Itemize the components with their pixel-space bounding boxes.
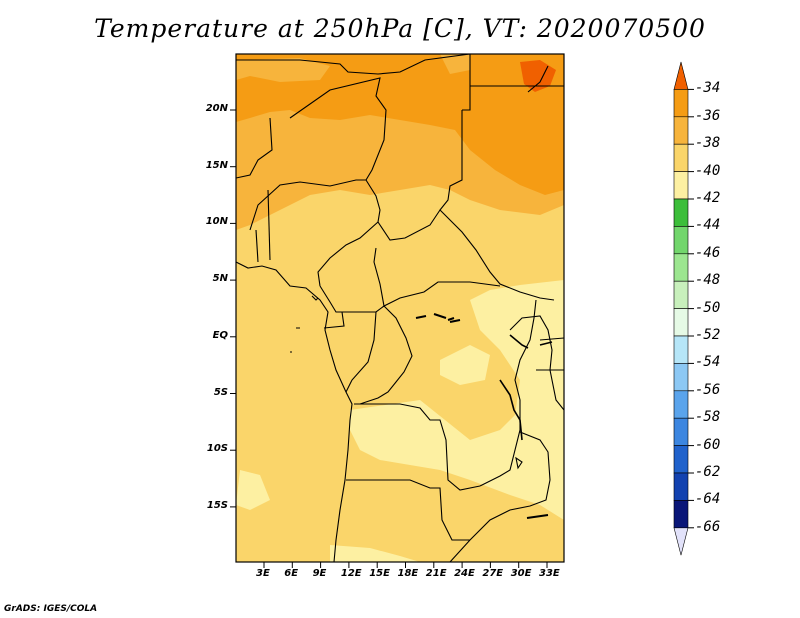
- colorbar-swatch: [673, 417, 689, 446]
- band-minus-36: [236, 54, 564, 195]
- colorbar-label: -50: [695, 299, 721, 316]
- colorbar-swatch: [673, 472, 689, 501]
- lat-tick-label: 15S: [206, 499, 228, 511]
- grads-credit: GrADS: IGES/COLA: [4, 604, 98, 614]
- colorbar-label: -58: [695, 409, 721, 426]
- colorbar-label: -52: [695, 327, 721, 343]
- colorbar-swatch: [673, 308, 689, 337]
- lon-tick-label: 27E: [482, 568, 504, 579]
- colorbar-swatch: [673, 253, 689, 282]
- band-minus-42: [440, 345, 490, 385]
- lon-tick-label: 9E: [312, 568, 327, 579]
- lon-tick-label: 6E: [284, 568, 299, 579]
- lat-ticks: [230, 109, 236, 508]
- lat-tick-label: 10S: [206, 443, 228, 455]
- lon-tick-label: 15E: [369, 568, 390, 579]
- country-borders: [236, 54, 564, 562]
- colorbar-label: -36: [695, 107, 721, 124]
- colorbar-label: -66: [695, 518, 721, 535]
- lon-tick-label: 24E: [454, 568, 475, 579]
- colorbar-label: -48: [695, 272, 721, 289]
- colorbar-label: -38: [695, 135, 721, 152]
- colorbar-swatch: [673, 280, 689, 309]
- map-title: Temperature at 250hPa [C], VT: 202007050…: [94, 14, 706, 43]
- lon-tick-label: 12E: [340, 568, 362, 579]
- plot-frame: [235, 53, 565, 563]
- colorbar-swatch: [673, 527, 689, 556]
- lat-tick-label: EQ: [212, 329, 228, 341]
- colorbar-swatch: [673, 143, 689, 172]
- colorbar-swatch: [673, 445, 689, 474]
- colorbar-swatch: [673, 89, 689, 118]
- lat-tick-label: 15N: [205, 159, 228, 171]
- lat-tick-label: 10N: [205, 216, 228, 228]
- lon-ticks: [263, 562, 548, 568]
- colorbar-label: -60: [695, 436, 721, 453]
- colorbar-label: -34: [695, 80, 721, 97]
- colorbar-label: -44: [695, 217, 721, 234]
- lon-tick-label: 21E: [425, 568, 447, 579]
- lat-tick-label: 5S: [213, 386, 228, 398]
- lon-tick-label: 30E: [510, 568, 532, 579]
- band-minus-42: [350, 280, 564, 520]
- colorbar-swatch: [673, 335, 689, 364]
- colorbar-swatch: [673, 116, 689, 145]
- temperature-field: [236, 54, 564, 562]
- colorbar-swatch: [673, 198, 689, 227]
- colorbar-swatch: [673, 390, 689, 419]
- colorbar-label: -64: [695, 491, 721, 508]
- colorbar-label: -40: [695, 162, 721, 179]
- colorbar-swatch: [673, 363, 689, 392]
- colorbar-swatch: [673, 226, 689, 255]
- colorbar-label: -54: [695, 354, 721, 371]
- colorbar-swatch: [673, 61, 689, 90]
- band-minus-42: [236, 470, 270, 510]
- colorbar-label: -46: [695, 244, 721, 261]
- band-minus-42: [330, 545, 420, 562]
- colorbar-label: -42: [695, 190, 721, 206]
- colorbar-swatch: [673, 171, 689, 200]
- lon-tick-label: 3E: [256, 568, 270, 579]
- colorbar-swatch: [673, 500, 689, 529]
- lat-tick-label: 5N: [212, 273, 228, 285]
- colorbar-label: -56: [695, 381, 721, 398]
- lon-tick-label: 33E: [539, 568, 560, 579]
- lon-tick-label: 18E: [397, 568, 419, 579]
- lat-tick-label: 20N: [205, 103, 228, 114]
- colorbar: [673, 61, 694, 556]
- colorbar-label: -62: [695, 464, 721, 480]
